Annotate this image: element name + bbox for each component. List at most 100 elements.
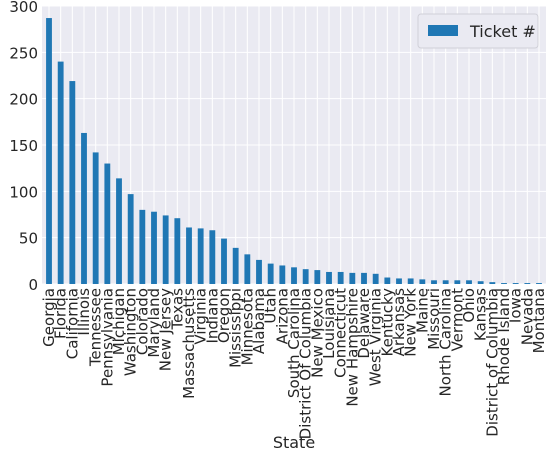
x-tick-label: Nevada xyxy=(518,288,536,345)
x-tick-label: Texas xyxy=(168,288,186,331)
x-tick-label: Georgia xyxy=(40,288,58,347)
bar xyxy=(489,282,496,284)
x-tick-label: New York xyxy=(402,288,420,357)
x-tick-label: Delaware xyxy=(355,288,373,359)
bar xyxy=(407,278,414,284)
bar xyxy=(477,281,484,284)
bar xyxy=(512,283,519,284)
x-tick-label: Utah xyxy=(262,288,280,324)
x-tick-label: North Carolina xyxy=(437,288,455,396)
bar xyxy=(337,271,344,284)
legend-swatch xyxy=(428,25,458,36)
bar xyxy=(267,263,274,284)
x-tick-label: West Virginia xyxy=(367,288,385,386)
x-tick-label: Florida xyxy=(52,288,70,339)
bar xyxy=(384,277,391,284)
y-tick-label: 200 xyxy=(9,91,38,109)
x-tick-label: District Of Columbia xyxy=(297,288,315,439)
x-tick-label: Minnesota xyxy=(238,288,256,365)
legend-box xyxy=(417,13,539,49)
y-axis-ticks: 0 50 100 150 200 250 300 xyxy=(9,0,38,294)
bar xyxy=(431,280,437,284)
x-tick-label: Colorado xyxy=(133,288,151,355)
bar xyxy=(361,272,367,284)
bar xyxy=(372,273,379,284)
bar xyxy=(127,194,134,284)
x-tick-label: Montana xyxy=(530,288,548,353)
x-axis-ticks: GeorgiaFloridaCaliforniaIllinoisTennesse… xyxy=(40,288,548,440)
x-tick-label: Rhode Island xyxy=(495,288,513,385)
bar xyxy=(314,270,321,284)
x-tick-label: Mississippi xyxy=(227,288,245,368)
bar xyxy=(279,265,286,284)
y-tick-label: 150 xyxy=(9,137,38,155)
x-tick-label: Washington xyxy=(122,288,140,376)
x-tick-label: Tennessee xyxy=(87,288,105,367)
bar xyxy=(174,218,181,284)
x-tick-label: New Hampshire xyxy=(343,288,361,407)
bar xyxy=(256,259,262,284)
x-tick-label: Vermont xyxy=(448,288,466,352)
x-tick-label: Arizona xyxy=(273,288,291,344)
x-axis-label: State xyxy=(273,433,315,452)
x-tick-label: Pennsylvania xyxy=(98,288,116,387)
bar xyxy=(501,283,507,284)
x-tick-label: Connecticut xyxy=(332,288,350,378)
bar xyxy=(442,280,449,284)
bar xyxy=(104,163,111,284)
y-tick-label: 300 xyxy=(9,0,38,16)
x-tick-label: Virginia xyxy=(192,288,210,345)
bar xyxy=(139,209,146,284)
bar xyxy=(419,279,426,284)
y-tick-label: 100 xyxy=(9,183,38,201)
bar xyxy=(197,228,204,284)
x-tick-label: Michigan xyxy=(110,288,128,355)
bar xyxy=(244,254,251,284)
x-tick-label: Missouri xyxy=(425,288,443,350)
x-tick-label: Massachusetts xyxy=(180,288,198,399)
bar xyxy=(396,278,402,284)
x-tick-label: Indiana xyxy=(203,288,221,344)
bar xyxy=(46,18,52,285)
x-tick-label: Iowa xyxy=(507,288,525,323)
y-tick-label: 250 xyxy=(9,44,38,62)
x-tick-label: District of Columbia xyxy=(483,288,501,437)
x-tick-label: South Carolina xyxy=(285,288,303,398)
x-tick-label: Maine xyxy=(413,288,431,333)
legend-label: Ticket # xyxy=(469,22,536,41)
y-tick-label: 0 xyxy=(28,276,38,294)
x-tick-label: Kansas xyxy=(472,288,490,341)
x-tick-label: Louisiana xyxy=(320,288,338,359)
x-tick-label: California xyxy=(63,288,81,359)
bar xyxy=(302,269,309,284)
bar xyxy=(466,280,472,284)
bar xyxy=(209,230,216,284)
bar xyxy=(151,211,157,284)
bar xyxy=(92,152,99,284)
bar xyxy=(291,267,297,284)
bar xyxy=(186,227,192,284)
x-tick-label: Ohio xyxy=(460,288,478,323)
x-tick-label: Arkansas xyxy=(390,288,408,357)
x-tick-label: Oregon xyxy=(215,288,233,343)
x-tick-label: Maryland xyxy=(145,288,163,358)
bar xyxy=(69,81,76,284)
bar xyxy=(454,280,461,284)
y-tick-label: 50 xyxy=(19,230,38,248)
x-tick-label: Alabama xyxy=(250,288,268,354)
bar xyxy=(221,238,227,284)
bar xyxy=(232,247,239,284)
bar xyxy=(326,271,332,284)
bar xyxy=(116,178,122,284)
bar xyxy=(536,283,542,284)
x-tick-label: Kentucky xyxy=(378,288,396,357)
x-tick-label: New Mexico xyxy=(308,288,326,378)
bars xyxy=(46,18,542,285)
legend: Ticket # xyxy=(417,13,539,49)
x-tick-label: Illinois xyxy=(75,288,93,336)
x-tick-label: New Jersey xyxy=(157,288,175,371)
bar xyxy=(524,283,531,284)
bar xyxy=(162,215,169,284)
bar xyxy=(81,132,87,284)
